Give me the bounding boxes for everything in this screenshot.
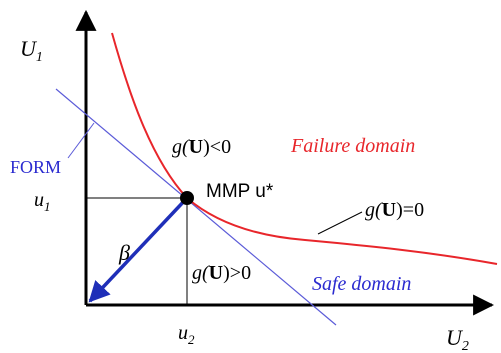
g-zero-leader-line xyxy=(317,211,363,235)
mmp-label: MMP u* xyxy=(206,181,274,202)
form-tangent-line xyxy=(55,88,337,326)
g-zero-label: g(U)=0 xyxy=(365,199,424,221)
g-negative-label: g(U)<0 xyxy=(172,136,231,158)
limit-state-curve xyxy=(111,32,498,265)
u2-tick-label: u2 xyxy=(178,322,195,347)
vertical-axis-label: U1 xyxy=(20,36,43,65)
beta-label: β xyxy=(118,240,130,265)
form-label: FORM xyxy=(10,157,61,177)
beta-vector xyxy=(88,196,189,303)
g-positive-label: g(U)>0 xyxy=(192,262,251,284)
u1-tick-label: u1 xyxy=(34,189,51,214)
safe-domain-label: Safe domain xyxy=(312,273,411,295)
horizontal-axis-label: U2 xyxy=(446,325,469,353)
form-leader-line xyxy=(67,122,95,159)
failure-domain-label: Failure domain xyxy=(290,135,415,157)
mmp-point xyxy=(180,191,194,205)
